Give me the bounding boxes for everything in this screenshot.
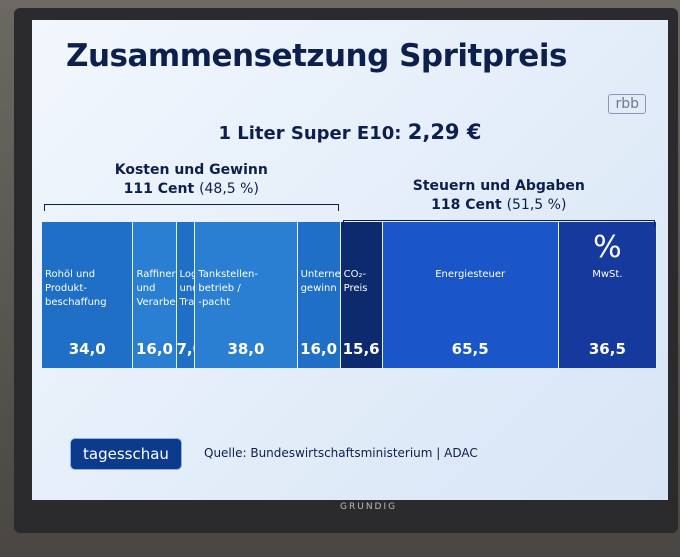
value-label: 15,6 (342, 340, 380, 358)
group-total-row: 111 Cent (48,5 %) (91, 181, 291, 197)
brand: GRUNDIG (340, 502, 398, 512)
screen: Zusammensetzung Spritpreis rbb 1 Liter S… (32, 20, 668, 500)
segment: Unternehmens- gewinn 16,0 (297, 222, 379, 368)
value-label: 7,0 (176, 340, 204, 358)
segment-label: Rohöl und Produkt- beschaffung (45, 269, 107, 308)
segment: Raffinerie und Verarbeitung 16,0 (133, 222, 202, 368)
segment-label: MwSt. (592, 269, 623, 280)
segment-label: Logistik und Transport (179, 269, 227, 308)
source: Quelle: Bundeswirtschaftsministerium | A… (204, 446, 478, 460)
value-label: 16,0 (135, 340, 173, 358)
value-label: 65,5 (451, 340, 489, 358)
group-name: Kosten und Gewinn (114, 162, 268, 178)
segment: Rohöl und Produkt- beschaffung 34,0 (42, 222, 134, 368)
group-name: Steuern und Abgaben (412, 178, 585, 194)
subtitle: 1 Liter Super E10: (218, 123, 402, 144)
bracket (44, 204, 339, 211)
group-share: (51,5 %) (506, 197, 567, 213)
segment: Energiesteuer 65,5 (382, 222, 559, 368)
badge: rbb (608, 94, 646, 114)
value-label: 34,0 (68, 340, 106, 358)
segment-label: Raffinerie und Verarbeitung (136, 269, 202, 308)
segment: % MwSt. 36,5 (558, 222, 657, 368)
segment-label: Tankstellen- betrieb / -pacht (198, 269, 258, 308)
segment-symbol: % (593, 230, 622, 265)
value-label: 38,0 (227, 340, 265, 358)
segment-label: CO₂- Preis (343, 269, 368, 294)
group-total-row: 118 Cent (51,5 %) (399, 197, 599, 213)
group-total: 111 Cent (123, 181, 195, 197)
logo: tagesschau (70, 438, 182, 470)
bracket (342, 220, 655, 227)
title: Zusammensetzung Spritpreis (66, 38, 567, 74)
segment: Tankstellen- betrieb / -pacht 38,0 (195, 222, 298, 368)
segment-label: Unternehmens- gewinn (300, 269, 379, 294)
group-share: (48,5 %) (199, 181, 259, 197)
total: 2,29 € (407, 120, 482, 144)
subtitle-row: 1 Liter Super E10: 2,29 € (32, 120, 668, 144)
value-label: 36,5 (588, 340, 626, 358)
group-total: 118 Cent (431, 197, 502, 213)
segment: Logistik und Transport 7,0 (176, 222, 227, 368)
segment-label: Energiesteuer (435, 269, 506, 280)
value-label: 16,0 (300, 340, 338, 358)
segment: CO₂- Preis 15,6 (340, 222, 383, 368)
